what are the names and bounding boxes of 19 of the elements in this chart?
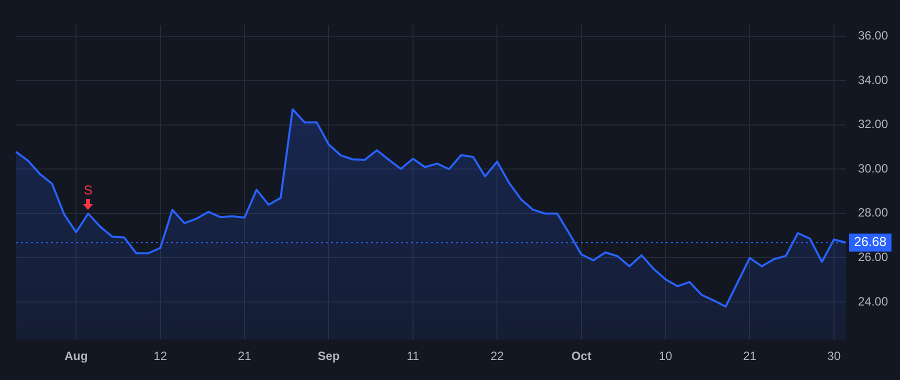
x-tick-label: Sep — [318, 349, 340, 364]
y-tick-label: 30.00 — [858, 161, 888, 176]
y-tick-label: 26.00 — [858, 250, 888, 264]
x-tick-label: 21 — [238, 349, 252, 364]
x-tick-label: 10 — [658, 349, 673, 364]
ref-line-label: 26.68 — [854, 234, 887, 250]
x-tick-label: 22 — [490, 349, 504, 364]
y-tick-label: 24.00 — [858, 294, 888, 308]
y-tick-label: 32.00 — [858, 117, 888, 132]
x-tick-label: 21 — [743, 349, 757, 364]
x-tick-label: Oct — [571, 349, 592, 364]
x-tick-label: 12 — [154, 349, 168, 364]
y-tick-label: 34.00 — [858, 72, 888, 87]
y-tick-label: 28.00 — [858, 206, 888, 220]
x-tick-label: Aug — [64, 349, 88, 364]
x-tick-label: 30 — [827, 349, 841, 364]
x-tick-label: 11 — [406, 349, 420, 364]
y-tick-label: 36.00 — [858, 28, 888, 43]
annotation: S — [84, 182, 93, 198]
